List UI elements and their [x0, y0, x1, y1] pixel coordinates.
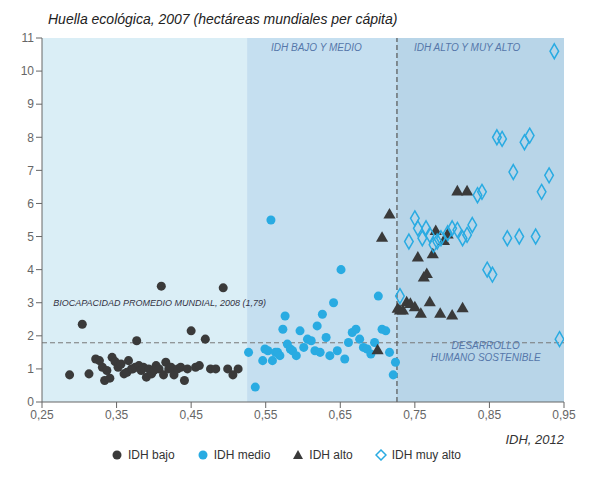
- svg-text:0,45: 0,45: [179, 408, 203, 422]
- svg-text:DESARROLLO: DESARROLLO: [452, 340, 521, 351]
- svg-text:0,65: 0,65: [329, 408, 353, 422]
- svg-text:HUMANO SOSTENIBLE: HUMANO SOSTENIBLE: [431, 352, 541, 363]
- svg-text:6: 6: [27, 197, 34, 211]
- html-text:IDH bajo: IDH bajo: [128, 448, 175, 462]
- svg-text:5: 5: [27, 230, 34, 244]
- svg-text:0,85: 0,85: [478, 408, 502, 422]
- html-text:Huella ecológica, 2007 (hectár: Huella ecológica, 2007 (hectáreas mundia…: [48, 11, 398, 27]
- svg-text:0: 0: [27, 395, 34, 409]
- svg-text:2: 2: [27, 329, 34, 343]
- html-text:IDH alto: IDH alto: [309, 448, 353, 462]
- svg-text:1: 1: [27, 362, 34, 376]
- svg-text:IDH BAJO Y MEDIO: IDH BAJO Y MEDIO: [271, 42, 362, 53]
- html-text:IDH muy alto: IDH muy alto: [391, 448, 461, 462]
- svg-text:0,35: 0,35: [105, 408, 129, 422]
- svg-text:9: 9: [27, 97, 34, 111]
- svg-text:IDH ALTO Y MUY ALTO: IDH ALTO Y MUY ALTO: [414, 42, 521, 53]
- svg-text:0,25: 0,25: [30, 408, 54, 422]
- svg-text:BIOCAPACIDAD PROMEDIO MUNDIAL,: BIOCAPACIDAD PROMEDIO MUNDIAL, 2008 (1,7…: [53, 298, 266, 308]
- svg-text:4: 4: [27, 263, 34, 277]
- svg-text:0,75: 0,75: [403, 408, 427, 422]
- svg-text:0,95: 0,95: [552, 408, 576, 422]
- svg-text:7: 7: [27, 164, 34, 178]
- svg-text:IDH, 2012: IDH, 2012: [505, 432, 564, 447]
- svg-text:3: 3: [27, 296, 34, 310]
- svg-text:0,55: 0,55: [254, 408, 278, 422]
- html-text:IDH medio: IDH medio: [213, 448, 271, 462]
- svg-text:8: 8: [27, 131, 34, 145]
- svg-text:11: 11: [22, 31, 35, 45]
- svg-text:10: 10: [21, 64, 35, 78]
